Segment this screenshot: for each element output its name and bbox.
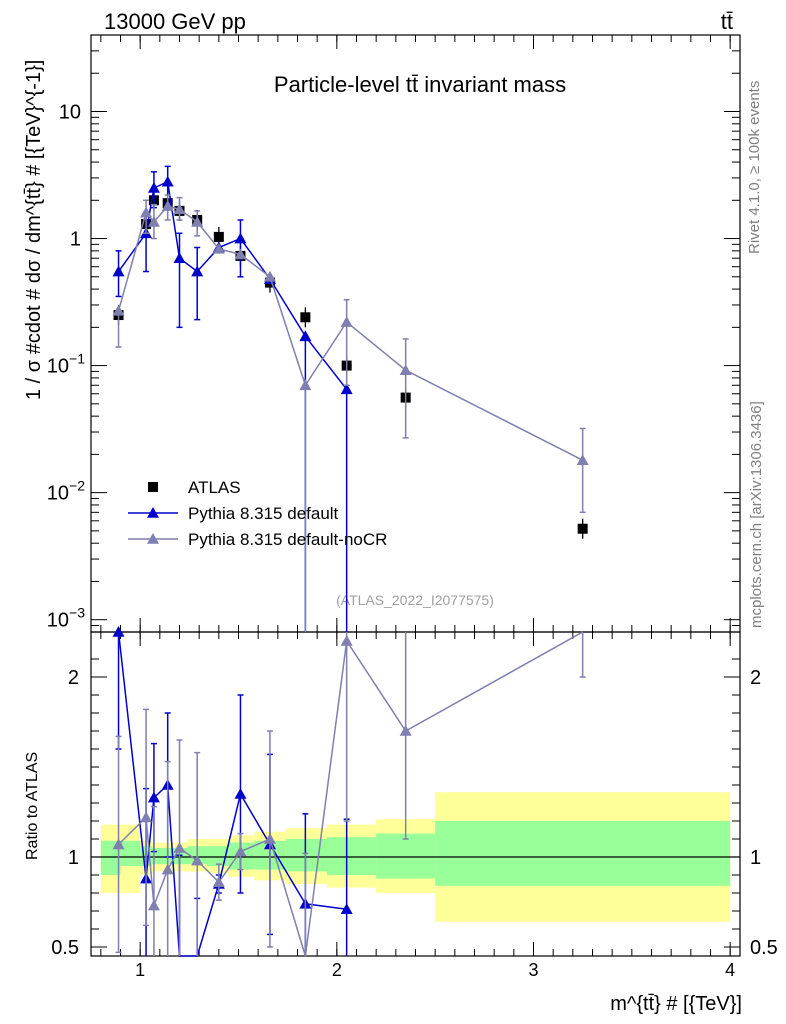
mcplots-label: mcplots.cern.ch [arXiv:1306.3436] bbox=[748, 401, 765, 628]
ratio-point bbox=[234, 788, 247, 799]
ratio-point bbox=[263, 833, 276, 844]
mc-point bbox=[340, 316, 353, 327]
ratio-point bbox=[112, 838, 125, 850]
data-point bbox=[300, 312, 311, 323]
legend-marker-triangle bbox=[147, 507, 159, 518]
ratio-point bbox=[161, 863, 174, 875]
x-tick-label: 4 bbox=[725, 960, 735, 980]
ratio-panel: 1 2 3 4 0.5 0.5 1 1 2 2 bbox=[51, 35, 778, 980]
ratio-point bbox=[340, 903, 353, 914]
y-axis-title: 1 / σ #cdot # dσ / dm^{tt̄} # [{TeV}^{-1… bbox=[23, 60, 45, 400]
band-inner bbox=[100, 840, 121, 875]
mc-point bbox=[173, 203, 186, 215]
series-0 bbox=[113, 190, 588, 539]
mc-point bbox=[263, 270, 276, 282]
mc-point bbox=[173, 252, 186, 264]
ratio-point bbox=[399, 725, 412, 736]
mc-point bbox=[147, 215, 160, 227]
ratio-series bbox=[112, 626, 586, 957]
legend-label: Pythia 8.315 default bbox=[188, 504, 339, 523]
mc-point bbox=[576, 454, 589, 466]
legend-entry-0: ATLAS bbox=[148, 478, 241, 497]
band-inner bbox=[435, 821, 731, 886]
mc-point bbox=[112, 304, 125, 316]
y-tick-label: 10−2 bbox=[47, 478, 85, 505]
ratio-tick-label-right: 0.5 bbox=[750, 937, 778, 959]
legend-marker-square bbox=[148, 482, 158, 492]
series-line bbox=[117, 205, 584, 461]
x-tick-label: 2 bbox=[332, 960, 342, 980]
series-1 bbox=[112, 165, 353, 632]
ratio-point bbox=[112, 626, 125, 637]
ratio-point bbox=[212, 876, 225, 887]
energy-label: 13000 GeV pp bbox=[104, 9, 246, 34]
mc-point bbox=[212, 242, 225, 254]
mc-point bbox=[191, 215, 204, 227]
band-inner bbox=[163, 848, 174, 865]
mc-point bbox=[340, 383, 353, 395]
process-label: tt̄ bbox=[721, 9, 733, 34]
ratio-point bbox=[234, 845, 247, 857]
ratio-point bbox=[191, 854, 204, 866]
band-inner bbox=[376, 833, 436, 879]
y-tick-label: 1 bbox=[70, 229, 81, 251]
ratio-tick-label-right: 1 bbox=[750, 847, 761, 869]
data-point bbox=[577, 523, 588, 534]
band-inner bbox=[120, 840, 141, 866]
legend-marker-triangle bbox=[147, 533, 159, 544]
y-tick-label: 10−3 bbox=[47, 605, 85, 632]
mc-point bbox=[140, 206, 153, 218]
mc-point bbox=[234, 248, 247, 260]
mc-point bbox=[234, 232, 247, 244]
mc-point bbox=[112, 265, 125, 277]
mc-point bbox=[161, 175, 174, 187]
reference-label: (ATLAS_2022_I2077575) bbox=[336, 592, 494, 608]
ratio-point bbox=[140, 811, 153, 823]
x-axis-title: m^{tt̄} # [{TeV}] bbox=[610, 993, 742, 1015]
ratio-point bbox=[147, 791, 160, 803]
legend-label: ATLAS bbox=[188, 478, 241, 497]
band-inner bbox=[151, 848, 164, 865]
legend-entry-1: Pythia 8.315 default bbox=[128, 504, 339, 523]
legend-entry-2: Pythia 8.315 default-noCR bbox=[128, 530, 387, 549]
ratio-point bbox=[147, 899, 160, 911]
legend-label: Pythia 8.315 default-noCR bbox=[188, 530, 387, 549]
ratio-tick-label-right: 2 bbox=[750, 667, 761, 689]
band-inner bbox=[207, 846, 229, 866]
ratio-point bbox=[173, 842, 186, 853]
mc-point bbox=[147, 181, 160, 193]
ratio-series-0 bbox=[112, 626, 353, 957]
ratio-tick-label: 1 bbox=[68, 847, 79, 869]
ratio-series-1 bbox=[112, 631, 586, 957]
rivet-version-label: Rivet 4.1.0, ≥ 100k events bbox=[746, 81, 763, 254]
main-series bbox=[112, 165, 589, 632]
y-tick-label: 10 bbox=[59, 101, 81, 123]
data-point bbox=[213, 231, 224, 242]
mc-point bbox=[191, 265, 204, 277]
mc-point bbox=[299, 379, 312, 391]
ratio-tick-label: 2 bbox=[68, 667, 79, 689]
mc-point bbox=[399, 364, 412, 375]
x-tick-label: 3 bbox=[528, 960, 538, 980]
legend: ATLAS Pythia 8.315 default Pythia 8.315 de… bbox=[128, 478, 387, 549]
mc-point bbox=[161, 200, 174, 211]
mc-point bbox=[299, 330, 312, 342]
series-2 bbox=[112, 194, 589, 632]
ratio-tick-label: 0.5 bbox=[51, 937, 79, 959]
x-tick-label: 1 bbox=[135, 960, 145, 980]
chart-title: Particle-level tt̄ invariant mass bbox=[274, 72, 566, 97]
y-tick-label: 10−1 bbox=[47, 351, 85, 378]
ratio-point bbox=[340, 635, 353, 646]
ratio-axis-title: Ratio to ATLAS bbox=[24, 752, 41, 860]
band-inner bbox=[327, 837, 377, 875]
series-line bbox=[117, 180, 348, 390]
